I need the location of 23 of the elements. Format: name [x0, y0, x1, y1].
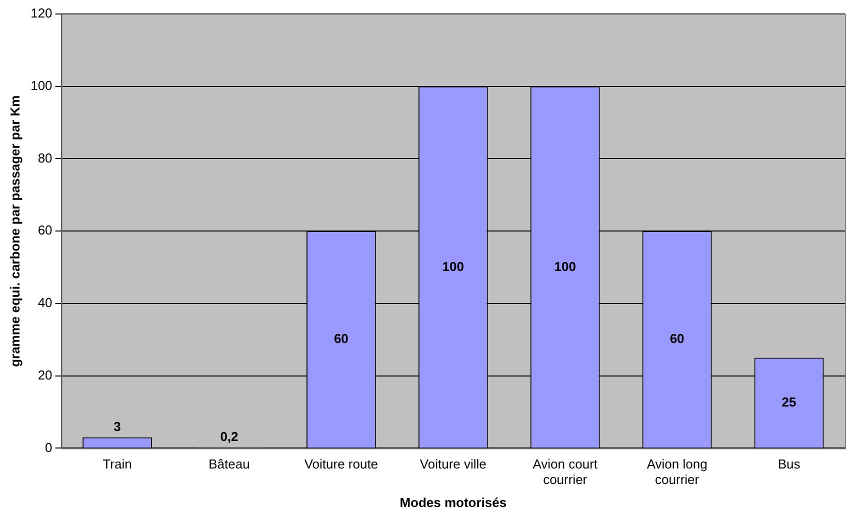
- y-tick-label: 0: [45, 440, 52, 455]
- y-tick-label: 40: [38, 295, 52, 310]
- x-tick-label: Voiture route: [304, 456, 378, 472]
- data-label: 60: [334, 331, 348, 346]
- x-tick-label: Avion long courrier: [646, 456, 708, 488]
- y-tick-label: 120: [30, 6, 52, 21]
- x-tick-label: Avion court courrier: [532, 456, 598, 488]
- x-tick-label: Bus: [778, 456, 801, 472]
- x-tick-label: Train: [102, 456, 132, 472]
- x-tick-label: Bâteau: [208, 456, 250, 472]
- y-tick-label: 60: [38, 222, 52, 238]
- x-axis-title: Modes motorisés: [400, 494, 507, 510]
- y-tick-label: 20: [38, 367, 52, 382]
- data-label: 25: [782, 394, 796, 410]
- y-axis-title: gramme equi. carbone par passager par Km: [7, 95, 22, 367]
- y-tick-label: 100: [30, 78, 52, 93]
- data-label: 100: [554, 258, 576, 274]
- x-tick-label: Voiture ville: [420, 456, 486, 472]
- y-tick-label: 80: [38, 150, 52, 166]
- data-label: 3: [114, 418, 121, 434]
- data-label: 60: [670, 331, 684, 346]
- data-label: 100: [442, 258, 464, 274]
- data-label: 0,2: [220, 429, 238, 444]
